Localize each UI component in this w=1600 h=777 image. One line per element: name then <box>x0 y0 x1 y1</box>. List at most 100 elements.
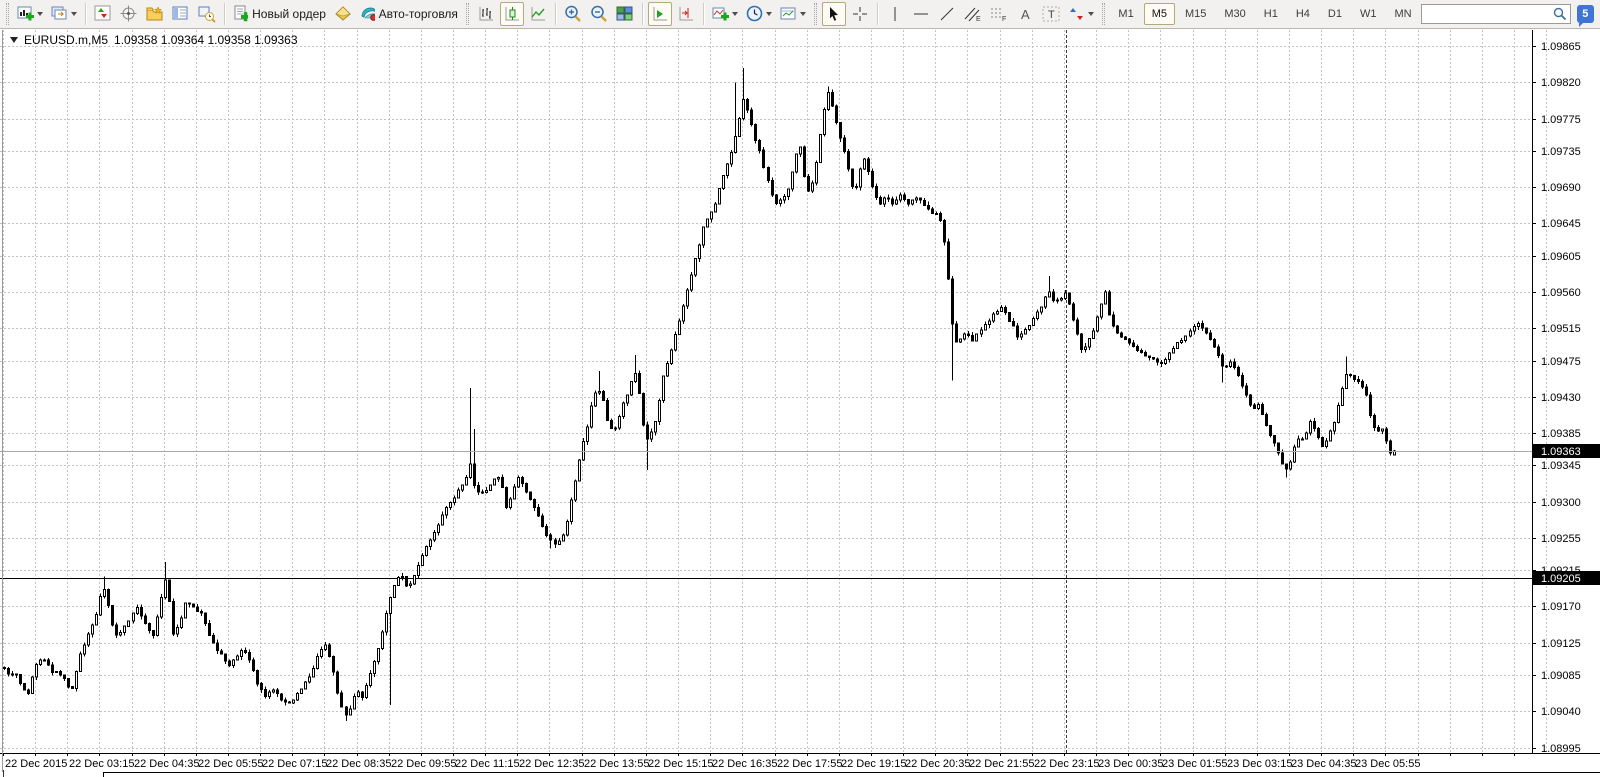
trendline-button[interactable] <box>935 2 959 26</box>
timeframe-W1[interactable]: W1 <box>1359 8 1377 20</box>
templates-icon <box>780 7 796 20</box>
chat-notification-badge[interactable]: 5 <box>1576 5 1595 27</box>
time-tick-label: 22 Dec 16:35 <box>712 758 777 770</box>
time-tick-label: 22 Dec 21:55 <box>969 758 1034 770</box>
new-order-button[interactable]: Новый ордер <box>230 2 329 26</box>
text-label-icon: T <box>1042 6 1060 22</box>
dropdown-arrow-icon <box>732 12 739 16</box>
arrows-icon <box>1070 8 1084 20</box>
metaeditor-button[interactable] <box>331 2 355 26</box>
zoom-in-button[interactable] <box>561 2 585 26</box>
data-folder-button[interactable] <box>143 2 167 26</box>
search-icon <box>1553 7 1566 21</box>
price-axis[interactable]: 1.09865 1.09820 1.09775 1.09735 1.09690 1.096… <box>1532 41 1581 755</box>
fibonacci-icon: F <box>991 8 1007 22</box>
candles-chart-button[interactable] <box>499 2 524 26</box>
chart-symbol-period: EURUSD.m,M5 <box>24 33 109 47</box>
market-watch-button[interactable] <box>91 2 115 26</box>
terminal-icon <box>172 6 188 20</box>
timeframe-D1[interactable]: D1 <box>1327 8 1342 20</box>
time-tick-label: 22 Dec 17:55 <box>777 758 842 770</box>
fibonacci-button[interactable]: F <box>987 2 1011 26</box>
time-tick-label: 23 Dec 03:15 <box>1227 758 1292 770</box>
vertical-line-icon <box>894 7 896 21</box>
dropdown-arrow-icon <box>800 12 807 16</box>
periods-button[interactable] <box>743 2 775 26</box>
horizontal-line-button[interactable] <box>909 2 933 26</box>
price-tick-label: 1.09430 <box>1541 392 1581 404</box>
chart-window: EURUSD.m,M5 1.09358 1.09364 1.09358 1.09… <box>0 29 1600 777</box>
toolbar-separator <box>877 3 879 25</box>
svg-text:T: T <box>1048 9 1055 21</box>
arrows-button[interactable] <box>1065 2 1097 26</box>
time-tick-label: 22 Dec 20:35 <box>905 758 970 770</box>
strategy-tester-button[interactable] <box>195 2 219 26</box>
timeframe-M15[interactable]: M15 <box>1184 8 1207 20</box>
toolbar-separator <box>641 3 643 25</box>
chart-menu-icon[interactable] <box>10 37 18 43</box>
timeframe-H1[interactable]: H1 <box>1263 8 1278 20</box>
channel-glyph: E <box>976 16 981 22</box>
auto-scroll-icon <box>653 7 667 21</box>
dropdown-arrow-icon <box>37 12 44 16</box>
toolbar-grip[interactable] <box>1102 3 1106 25</box>
price-chart[interactable]: 1.09865 1.09820 1.09775 1.09735 1.09690 1.096… <box>0 29 1600 777</box>
equidistant-channel-button[interactable]: E <box>961 2 985 26</box>
indicators-button[interactable] <box>709 2 741 26</box>
zoom-out-button[interactable] <box>587 2 611 26</box>
timeframe-M1[interactable]: M1 <box>1118 8 1134 20</box>
time-tick-label: 22 Dec 2015 <box>5 758 67 770</box>
text-button[interactable]: A <box>1013 2 1037 26</box>
periods-icon <box>746 5 763 22</box>
auto-scroll-button[interactable] <box>647 2 672 26</box>
profiles-button[interactable] <box>48 2 80 26</box>
toolbar-grip[interactable] <box>6 3 9 25</box>
navigator-button[interactable] <box>117 2 141 26</box>
terminal-button[interactable] <box>169 2 193 26</box>
price-tick-label: 1.08995 <box>1541 743 1581 755</box>
time-tick-label: 22 Dec 03:15 <box>69 758 134 770</box>
indicators-icon <box>712 7 729 21</box>
line-chart-icon <box>531 7 545 21</box>
search-box <box>1420 4 1571 24</box>
crosshair-button[interactable] <box>848 2 872 26</box>
zoom-out-icon <box>591 5 607 22</box>
tile-windows-icon <box>616 6 633 21</box>
toolbar-grip[interactable] <box>465 3 469 25</box>
notification-count: 5 <box>1582 8 1589 20</box>
timeframe-M5[interactable]: M5 <box>1143 3 1175 25</box>
text-label-button[interactable]: T <box>1039 2 1063 26</box>
zoom-in-icon <box>565 5 581 22</box>
line-chart-button[interactable] <box>526 2 550 26</box>
time-tick-label: 22 Dec 05:55 <box>198 758 263 770</box>
price-tick-label: 1.09125 <box>1541 638 1581 650</box>
time-tick-label: 22 Dec 04:35 <box>134 758 199 770</box>
timeframe-H4[interactable]: H4 <box>1295 8 1310 20</box>
trendline-icon <box>940 7 954 21</box>
tile-windows-button[interactable] <box>613 2 637 26</box>
bars-chart-button[interactable] <box>474 2 498 26</box>
vertical-line-button[interactable] <box>883 2 907 26</box>
timeframe-M30[interactable]: M30 <box>1224 8 1246 20</box>
strategy-tester-icon <box>198 6 216 23</box>
new-order-icon <box>234 5 249 22</box>
cursor-button[interactable] <box>822 2 847 26</box>
equidistant-channel-icon: E <box>964 7 981 22</box>
time-tick-label: 22 Dec 09:55 <box>391 758 456 770</box>
chart-shift-icon <box>679 7 693 21</box>
toolbar-grip[interactable] <box>814 3 818 25</box>
price-tick-label: 1.09385 <box>1541 428 1581 440</box>
templates-button[interactable] <box>777 2 809 26</box>
autotrading-button[interactable]: Авто-торговля <box>357 2 461 26</box>
autotrading-label: Авто-торговля <box>378 7 458 21</box>
time-tick-label: 22 Dec 07:15 <box>262 758 327 770</box>
timeframe-MN[interactable]: MN <box>1394 8 1412 20</box>
search-input[interactable] <box>1420 4 1571 24</box>
new-chart-button[interactable] <box>14 2 46 26</box>
time-tick-label: 22 Dec 19:15 <box>841 758 906 770</box>
price-tick-label: 1.09255 <box>1541 533 1581 545</box>
chart-shift-button[interactable] <box>674 2 698 26</box>
dropdown-arrow-icon <box>1088 12 1095 16</box>
price-tick-label: 1.09735 <box>1541 146 1581 158</box>
